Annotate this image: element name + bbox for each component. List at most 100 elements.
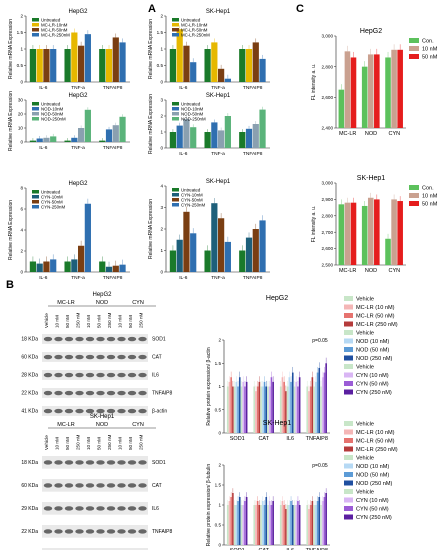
bar bbox=[169, 250, 177, 272]
y-tick-label: 2 bbox=[160, 114, 163, 119]
y-axis-label: Relative mRNA Expression bbox=[148, 199, 154, 259]
blot-band bbox=[85, 506, 95, 511]
blot-kda-label: 29 KDa bbox=[21, 506, 38, 512]
legend-swatch bbox=[344, 446, 353, 452]
bar bbox=[325, 363, 327, 433]
blot-lane-label: 50 nM bbox=[97, 437, 102, 450]
bar bbox=[367, 197, 374, 265]
bar bbox=[119, 42, 126, 82]
legend-swatch bbox=[32, 23, 39, 27]
legend-label: Untreated bbox=[41, 17, 61, 22]
bar bbox=[204, 49, 211, 82]
bar bbox=[272, 381, 274, 433]
blot-band bbox=[106, 390, 116, 396]
x-tick-label: IL-6 bbox=[179, 151, 188, 157]
legend-swatch bbox=[172, 18, 179, 22]
blot-band bbox=[54, 390, 63, 396]
y-tick-label: 2 bbox=[20, 249, 23, 254]
blot-lane-label: Vehicle bbox=[44, 313, 49, 328]
chart-title: SK-Hep1 bbox=[263, 420, 292, 427]
bar bbox=[84, 34, 91, 82]
bar bbox=[321, 501, 324, 545]
blot-band bbox=[138, 336, 147, 342]
bar bbox=[259, 220, 266, 272]
blot-band bbox=[138, 483, 147, 488]
bar bbox=[320, 386, 322, 433]
blot-protein-label: CAT bbox=[152, 354, 162, 360]
legend-swatch bbox=[409, 46, 419, 51]
blot-lane-label: 250 nM bbox=[107, 313, 112, 328]
bar bbox=[260, 505, 262, 545]
blot-kda-label: 60 KDa bbox=[21, 483, 38, 489]
legend-swatch bbox=[344, 389, 353, 395]
bar bbox=[239, 250, 246, 272]
bar bbox=[237, 501, 239, 545]
blot-lane-label: 250 nM bbox=[76, 435, 81, 450]
blot-title: SK-Hep1 bbox=[90, 414, 115, 420]
bar bbox=[112, 37, 119, 82]
y-tick-label: 20 bbox=[18, 112, 24, 117]
bar bbox=[311, 377, 314, 433]
chart-title: HepG2 bbox=[68, 181, 88, 187]
y-tick-label: 1 bbox=[160, 248, 163, 253]
bar bbox=[245, 128, 253, 148]
bar bbox=[244, 386, 246, 433]
blot-kda-label: 60 KDa bbox=[21, 354, 38, 360]
bar bbox=[316, 501, 319, 545]
bar bbox=[263, 505, 266, 545]
bar bbox=[279, 386, 282, 433]
blot-band bbox=[43, 460, 53, 465]
y-tick-label: 0 bbox=[20, 140, 23, 145]
bar bbox=[50, 259, 57, 272]
bar bbox=[224, 116, 231, 148]
legend-label: CYN (250 nM) bbox=[356, 390, 392, 396]
legend-swatch bbox=[172, 107, 179, 111]
bar bbox=[190, 62, 197, 82]
blot-band bbox=[85, 354, 95, 360]
legend-label: Untreated bbox=[181, 101, 201, 106]
y-tick-label: 0.5 bbox=[215, 407, 222, 412]
chart-title: HepG2 bbox=[68, 93, 88, 99]
blot-band bbox=[85, 483, 95, 488]
legend-label: Vehicle bbox=[356, 365, 374, 371]
bar bbox=[306, 386, 308, 433]
bar bbox=[240, 505, 243, 545]
legend-label: Vehicle bbox=[356, 331, 374, 337]
chart-title: SK-Hep1 bbox=[206, 93, 231, 99]
legend-label: NOD (10 nM) bbox=[356, 339, 389, 345]
x-tick-label: IL-6 bbox=[39, 145, 48, 151]
bar bbox=[176, 125, 183, 148]
blot-band bbox=[85, 390, 95, 396]
blot-band bbox=[75, 460, 84, 465]
x-tick-label: TNFAIP8 bbox=[103, 145, 123, 151]
legend-swatch bbox=[344, 338, 353, 344]
legend-label: MC-LR-50nM bbox=[41, 27, 68, 32]
legend-label: CYN-50nM bbox=[41, 199, 63, 204]
bar bbox=[338, 89, 345, 128]
legend-label: Vehicle bbox=[356, 490, 374, 496]
bar bbox=[309, 386, 312, 433]
legend-swatch bbox=[344, 304, 353, 310]
bar bbox=[230, 377, 232, 433]
legend-label: Untreated bbox=[41, 189, 61, 194]
y-axis-label: Relative mRNA Expression bbox=[148, 19, 154, 79]
blot-band bbox=[138, 408, 147, 414]
bar bbox=[320, 505, 322, 545]
legend-label: CYN-10nM bbox=[41, 194, 63, 199]
legend-swatch bbox=[344, 355, 353, 361]
legend-swatch bbox=[344, 347, 353, 352]
x-tick-label: TNFAIP8 bbox=[243, 85, 263, 91]
bar bbox=[286, 505, 289, 545]
bar bbox=[374, 54, 380, 128]
bar bbox=[258, 381, 261, 433]
legend-swatch bbox=[344, 321, 353, 327]
bar bbox=[313, 386, 315, 433]
bar bbox=[239, 132, 246, 148]
blot-kda-label: 41 KDa bbox=[21, 408, 38, 414]
x-tick-label: CAT bbox=[258, 436, 269, 442]
legend-label: NOD-50nM bbox=[181, 111, 204, 116]
x-tick-label: TNF-a bbox=[71, 145, 85, 151]
blot-band bbox=[64, 408, 74, 414]
blot-band bbox=[64, 354, 74, 360]
bar bbox=[253, 505, 255, 545]
